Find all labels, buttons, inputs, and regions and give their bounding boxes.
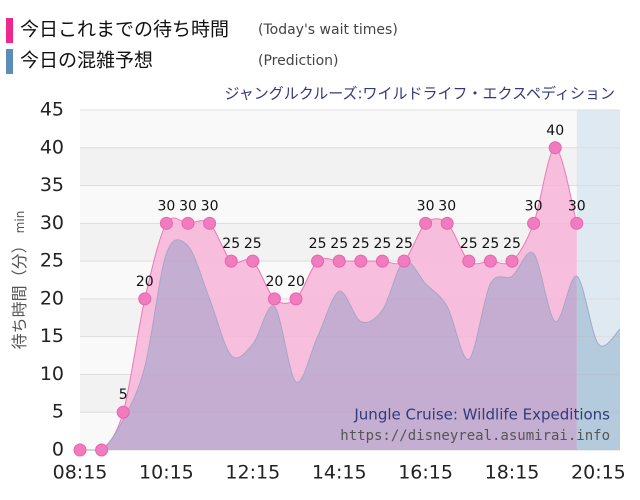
- data-point: [375, 254, 389, 268]
- grid-band: [80, 147, 620, 186]
- data-label: 30: [568, 198, 586, 214]
- data-point: [95, 443, 109, 457]
- data-point: [159, 216, 173, 230]
- data-point: [570, 216, 584, 230]
- future-region: [576, 110, 620, 450]
- data-label: 25: [481, 236, 499, 252]
- data-label: 25: [460, 236, 478, 252]
- y-tick-label: 20: [40, 287, 64, 309]
- data-point: [332, 254, 346, 268]
- y-tick-label: 25: [40, 250, 64, 272]
- data-label: 5: [119, 387, 128, 403]
- data-point: [505, 254, 519, 268]
- legend-swatch: [6, 18, 13, 43]
- y-tick-label: 0: [52, 439, 64, 461]
- data-point: [440, 216, 454, 230]
- data-label: 25: [352, 236, 370, 252]
- data-label: 30: [438, 198, 456, 214]
- data-label: 30: [525, 198, 543, 214]
- x-tick-label: 16:15: [398, 462, 453, 484]
- data-label: 40: [546, 123, 564, 139]
- y-tick-label: 15: [40, 325, 64, 347]
- data-label: 25: [222, 236, 240, 252]
- grid-band: [80, 110, 620, 148]
- data-point: [138, 292, 152, 306]
- legend-label: 今日の混雑予想: [20, 50, 153, 72]
- grid-band: [80, 185, 620, 224]
- data-point: [548, 141, 562, 155]
- data-point: [267, 292, 281, 306]
- data-label: 30: [201, 198, 219, 214]
- y-axis-title: 待ち時間（分）: [10, 237, 29, 349]
- y-axis-label: 待ち時間（分） min: [10, 211, 29, 350]
- data-point: [397, 254, 411, 268]
- data-label: 25: [244, 236, 262, 252]
- y-tick-label: 35: [40, 174, 64, 196]
- x-tick-label: 14:15: [312, 462, 367, 484]
- data-label: 25: [395, 236, 413, 252]
- y-axis-unit: min: [13, 211, 27, 234]
- watermark-url: https://disneyreal.asumirai.info: [340, 428, 610, 444]
- data-point: [419, 216, 433, 230]
- data-point: [354, 254, 368, 268]
- data-label: 25: [330, 236, 348, 252]
- data-label: 20: [265, 274, 283, 290]
- data-point: [527, 216, 541, 230]
- data-point: [289, 292, 303, 306]
- data-point: [246, 254, 260, 268]
- watermark-title: Jungle Cruise: Wildlife Expeditions: [353, 406, 610, 424]
- x-tick-label: 08:15: [53, 462, 108, 484]
- x-tick-label: 18:15: [485, 462, 540, 484]
- line: [79, 239, 621, 451]
- y-tick-label: 10: [40, 363, 64, 385]
- chart-subtitle: ジャングルクルーズ:ワイルドライフ・エクスペディション: [224, 85, 615, 103]
- data-point: [116, 405, 130, 419]
- y-tick-label: 5: [52, 401, 64, 423]
- data-label: 25: [503, 236, 521, 252]
- data-label: 30: [179, 198, 197, 214]
- legend-note: (Prediction): [258, 53, 338, 69]
- data-point: [462, 254, 476, 268]
- data-label: 30: [417, 198, 435, 214]
- area: [80, 239, 620, 450]
- x-tick-label: 20:15: [571, 462, 626, 484]
- data-point: [311, 254, 325, 268]
- x-tick-label: 10:15: [139, 462, 194, 484]
- data-label: 20: [136, 274, 154, 290]
- x-tick-label: 12:15: [225, 462, 280, 484]
- legend-note: (Today's wait times): [258, 22, 398, 38]
- legend-swatch: [6, 49, 13, 74]
- data-point: [203, 216, 217, 230]
- line: [79, 147, 578, 451]
- y-tick-label: 40: [40, 136, 64, 158]
- data-point: [224, 254, 238, 268]
- legend-label: 今日これまでの待ち時間: [20, 19, 229, 41]
- y-tick-label: 30: [40, 212, 64, 234]
- data-point: [483, 254, 497, 268]
- data-label: 25: [373, 236, 391, 252]
- y-tick-label: 45: [40, 99, 64, 121]
- data-label: 20: [287, 274, 305, 290]
- data-point: [73, 443, 87, 457]
- data-label: 30: [157, 198, 175, 214]
- data-point: [181, 216, 195, 230]
- data-label: 25: [309, 236, 327, 252]
